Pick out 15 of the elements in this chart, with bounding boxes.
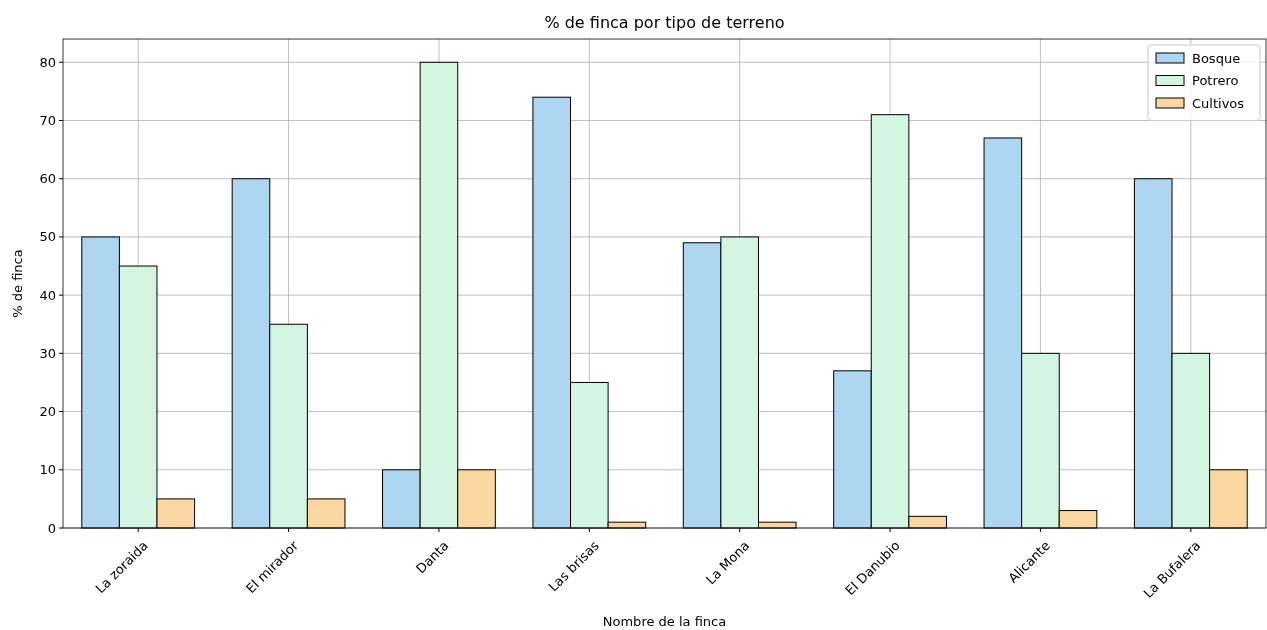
x-axis-title: Nombre de la finca	[602, 614, 727, 629]
legend-label: Bosque	[1192, 50, 1241, 66]
y-tick-label: 60	[39, 171, 56, 187]
y-tick-label: 0	[47, 520, 56, 536]
legend-label: Potrero	[1192, 73, 1239, 89]
y-tick-label: 10	[39, 462, 56, 478]
chart-title: % de finca por tipo de terreno	[544, 13, 785, 32]
y-tick-label: 80	[39, 54, 56, 70]
legend-label: Cultivos	[1192, 95, 1245, 111]
y-tick-label: 70	[39, 113, 56, 129]
y-tick-label: 20	[39, 404, 56, 420]
y-tick-label: 40	[39, 287, 56, 303]
y-axis-title: % de finca	[10, 249, 25, 318]
y-tick-label: 50	[39, 229, 56, 245]
y-tick-label: 30	[39, 345, 56, 361]
